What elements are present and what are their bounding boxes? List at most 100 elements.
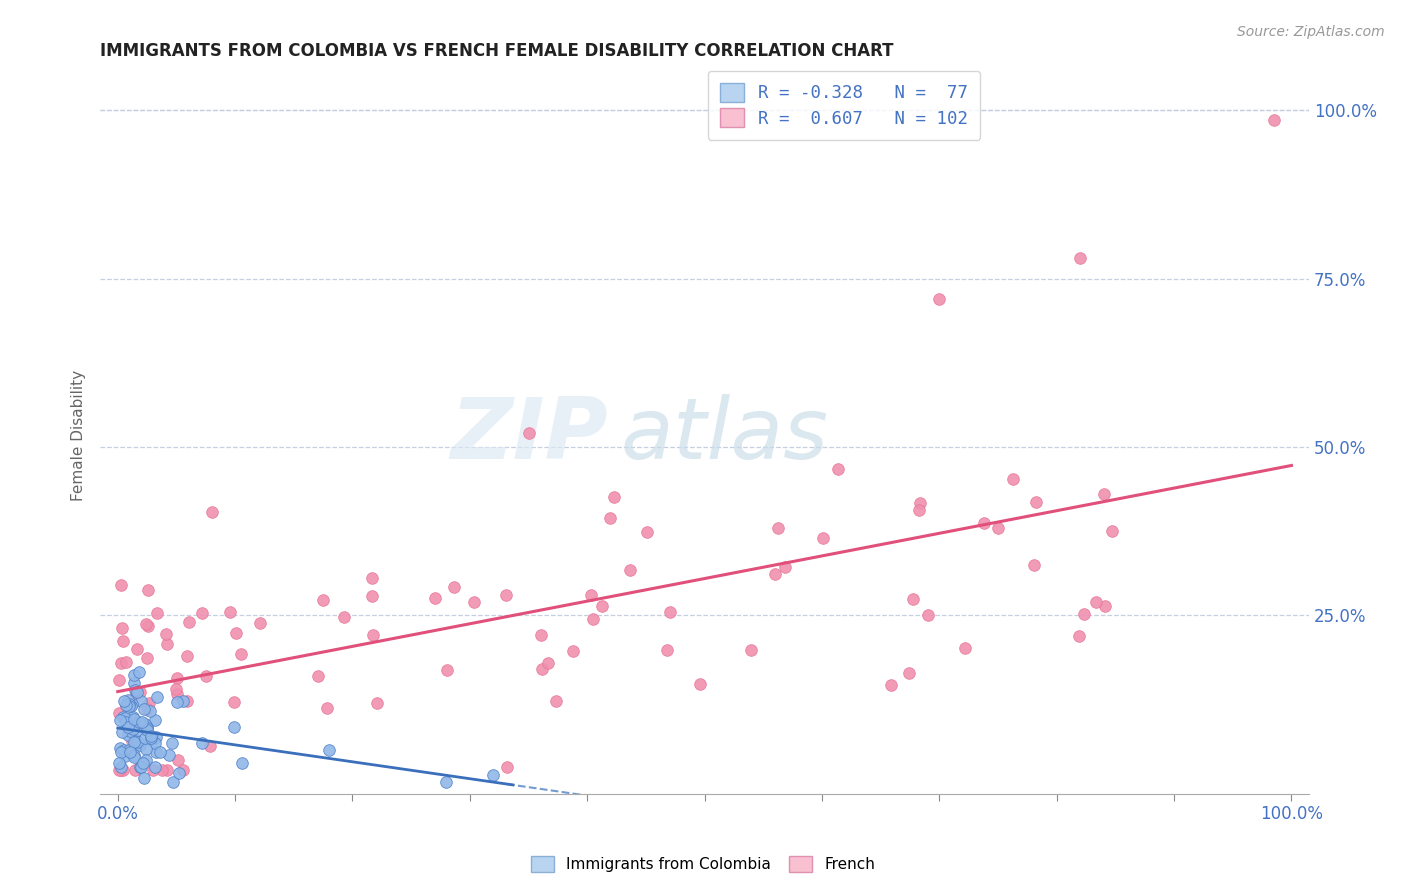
Point	[562, 643, 585, 657]
Point	[118, 697, 141, 711]
Legend: Immigrants from Colombia, French: Immigrants from Colombia, French	[523, 848, 883, 880]
Point	[110, 745, 132, 759]
Point	[224, 695, 246, 709]
Point	[131, 756, 153, 770]
Point	[222, 720, 245, 734]
Point	[360, 571, 382, 585]
Point	[363, 627, 385, 641]
Point	[827, 461, 849, 475]
Point	[150, 763, 173, 777]
Point	[146, 690, 169, 704]
Point	[125, 734, 148, 748]
Point	[128, 715, 150, 730]
Point	[898, 666, 921, 681]
Point	[318, 743, 340, 757]
Point	[121, 710, 143, 724]
Point	[124, 749, 146, 764]
Point	[128, 665, 150, 680]
Point	[124, 763, 146, 777]
Point	[531, 662, 554, 676]
Point	[333, 609, 356, 624]
Point	[198, 739, 221, 754]
Point	[165, 681, 187, 696]
Point	[136, 721, 159, 735]
Point	[495, 759, 517, 773]
Point	[166, 671, 188, 685]
Point	[108, 756, 131, 771]
Point	[619, 564, 641, 578]
Point	[602, 490, 624, 504]
Point	[763, 567, 786, 582]
Point	[811, 531, 834, 545]
Point	[176, 694, 198, 708]
Point	[987, 521, 1010, 535]
Point	[110, 578, 132, 592]
Point	[134, 772, 156, 786]
Point	[111, 763, 134, 777]
Point	[176, 649, 198, 664]
Point	[132, 702, 155, 716]
Text: IMMIGRANTS FROM COLOMBIA VS FRENCH FEMALE DISABILITY CORRELATION CHART: IMMIGRANTS FROM COLOMBIA VS FRENCH FEMAL…	[100, 42, 894, 60]
Point	[135, 753, 157, 767]
Point	[157, 748, 180, 763]
Point	[517, 426, 540, 441]
Point	[135, 650, 157, 665]
Point	[249, 616, 271, 631]
Point	[658, 605, 681, 619]
Point	[135, 741, 157, 756]
Point	[1073, 607, 1095, 621]
Point	[425, 591, 447, 606]
Point	[231, 756, 253, 771]
Point	[1069, 629, 1091, 643]
Point	[1092, 486, 1115, 500]
Point	[141, 731, 163, 745]
Point	[136, 619, 159, 633]
Text: atlas: atlas	[620, 393, 828, 476]
Point	[129, 685, 152, 699]
Point	[443, 580, 465, 594]
Point	[136, 720, 159, 734]
Point	[108, 740, 131, 755]
Point	[122, 668, 145, 682]
Point	[166, 687, 188, 701]
Point	[908, 502, 931, 516]
Point	[112, 743, 135, 757]
Point	[139, 705, 162, 719]
Point	[112, 694, 135, 708]
Point	[591, 599, 613, 613]
Point	[110, 760, 132, 774]
Point	[129, 760, 152, 774]
Point	[775, 559, 797, 574]
Point	[546, 694, 568, 708]
Point	[973, 516, 995, 531]
Point	[117, 728, 139, 742]
Point	[142, 763, 165, 777]
Point	[1025, 495, 1047, 509]
Point	[655, 643, 678, 657]
Point	[127, 723, 149, 738]
Point	[111, 621, 134, 635]
Point	[156, 637, 179, 651]
Point	[135, 723, 157, 738]
Point	[143, 713, 166, 727]
Point	[121, 733, 143, 747]
Point	[134, 716, 156, 731]
Point	[114, 698, 136, 712]
Point	[138, 582, 160, 597]
Point	[901, 592, 924, 607]
Point	[121, 697, 143, 711]
Point	[134, 731, 156, 745]
Point	[122, 735, 145, 749]
Point	[127, 642, 149, 657]
Point	[740, 643, 762, 657]
Point	[145, 730, 167, 744]
Point	[118, 745, 141, 759]
Point	[582, 612, 605, 626]
Point	[167, 765, 190, 780]
Point	[135, 616, 157, 631]
Point	[166, 695, 188, 709]
Point	[579, 588, 602, 602]
Point	[129, 738, 152, 752]
Point	[125, 686, 148, 700]
Point	[908, 496, 931, 510]
